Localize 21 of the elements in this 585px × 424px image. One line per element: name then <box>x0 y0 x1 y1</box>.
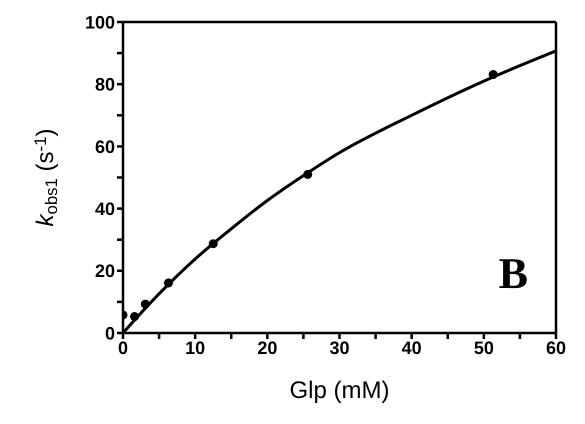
y-tick-label: 20 <box>94 261 115 282</box>
x-tick-label: 50 <box>474 338 494 358</box>
x-axis-title: Glp (mM) <box>290 377 390 404</box>
y-tick-label: 40 <box>94 198 115 219</box>
point <box>140 300 150 309</box>
x-tick-label: 20 <box>257 338 278 358</box>
y-tick-label: 100 <box>84 12 115 32</box>
point <box>164 278 173 288</box>
y-tick-label: 60 <box>94 136 115 157</box>
point <box>488 70 498 80</box>
point <box>130 312 140 322</box>
x-tick-label: 30 <box>329 338 350 358</box>
x-tick-label: 60 <box>546 338 566 358</box>
x-tick-label: 40 <box>402 338 422 358</box>
point <box>208 239 218 248</box>
y-tick-label: 80 <box>94 74 115 95</box>
y-tick-label: 0 <box>104 323 115 344</box>
x-tick-label: 10 <box>185 338 206 358</box>
annotation: B <box>498 248 528 299</box>
x-tick-label: 0 <box>118 338 128 358</box>
point <box>303 170 312 179</box>
